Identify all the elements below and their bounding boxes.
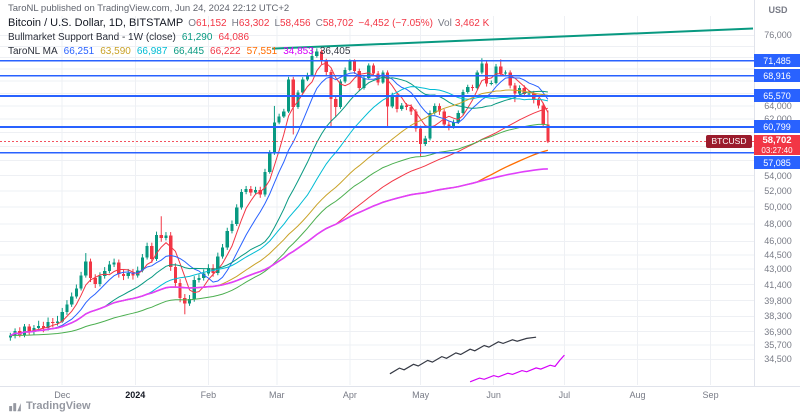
time-tick-label: Mar	[269, 390, 285, 400]
ohlc-field-value: 61,152	[196, 18, 227, 29]
ohlc-field-label: H	[231, 18, 239, 29]
indicator-row-ma: TaroNL MA 66,251 63,590 66,987 66,445 66,222 5…	[8, 45, 489, 59]
price-tick-label: 48,000	[764, 218, 792, 229]
price-tick-label: 62,000	[764, 113, 792, 124]
ohlc-field-value: 63,302	[238, 18, 270, 29]
price-tick-label: 54,000	[764, 170, 792, 181]
time-tick-label: Apr	[342, 390, 357, 400]
level-price-badge: 68,916	[754, 69, 800, 83]
time-tick-label: Jul	[558, 390, 571, 400]
time-tick-label: 2024	[125, 390, 146, 400]
currency-label: USD	[768, 5, 788, 15]
indicator-band-label[interactable]: Bullmarket Support Band - 1W (close)	[8, 32, 176, 43]
level-lines	[0, 59, 754, 154]
level-price-badge: 60,799	[754, 120, 800, 134]
ohlc-field-label: O	[188, 18, 197, 29]
time-tick-label: Jun	[486, 390, 501, 400]
level-price-badge: 65,570	[754, 89, 800, 103]
volume-label: Vol	[437, 18, 452, 29]
price-tick-label: 43,000	[764, 263, 792, 274]
ma-lines	[10, 62, 549, 337]
price-tick-label: 39,800	[764, 295, 792, 306]
ohlc-field-label: L	[274, 18, 280, 29]
ma-value: 63,590	[100, 46, 131, 57]
ohlc-field-value: 58,702	[322, 18, 354, 29]
ma-values: 66,251 63,590 66,987 66,445 66,222 57,551 34,8…	[58, 46, 351, 57]
symbol-price-tag: BTCUSD	[706, 134, 752, 148]
indicator-row-band: Bullmarket Support Band - 1W (close) 61,2…	[8, 31, 489, 45]
ma-value: 66,445	[173, 46, 205, 57]
publish-info: TaroNL published on TradingView.com, Jun…	[8, 3, 290, 14]
ma-value: 57,551	[246, 46, 278, 57]
price-tick-label: 44,500	[764, 249, 792, 260]
band-value: 61,290	[181, 32, 213, 43]
last-price-value: 58,702	[762, 134, 792, 146]
time-tick-label: May	[412, 390, 430, 400]
time-tick-label: Dec	[54, 390, 71, 400]
time-tick-label: Sep	[702, 390, 719, 400]
price-tick-label: 35,700	[764, 340, 792, 351]
tradingview-watermark-label: TradingView	[26, 400, 91, 412]
price-tick-label: 38,300	[764, 311, 792, 322]
projection-lines	[389, 336, 565, 383]
candles	[8, 47, 550, 341]
symbol-title[interactable]: Bitcoin / U.S. Dollar, 1D, BITSTAMP	[8, 17, 184, 29]
tradingview-logo	[9, 403, 21, 412]
price-tick-label: 36,900	[764, 326, 792, 337]
band-value: 64,086	[218, 32, 250, 43]
gridlines	[0, 16, 754, 385]
price-tick-label: 41,400	[764, 279, 792, 290]
time-tick-label: Feb	[200, 390, 217, 400]
ohlc-field-label: C	[315, 18, 323, 29]
level-price-badge: 71,485	[754, 54, 800, 68]
time-axis[interactable]: Dec 2024 Feb Mar Apr May Jun Jul Aug Sep	[0, 386, 800, 416]
ohlc-field-value: 58,456	[280, 18, 311, 29]
last-price-badge: 58,702 03:27:40	[754, 134, 800, 155]
time-tick-label: Aug	[629, 390, 646, 400]
ma-value: 66,987	[136, 46, 168, 57]
volume-value: 3,462 K	[454, 18, 490, 29]
bar-countdown: 03:27:40	[761, 145, 793, 155]
ma-value: 66,222	[210, 46, 241, 57]
price-tick-label: 64,000	[764, 100, 792, 111]
ma-value: 66,251	[63, 46, 95, 57]
band-values: 61,290 64,086	[176, 32, 249, 43]
price-tick-label: 34,500	[764, 354, 792, 365]
price-tick-label: 50,000	[764, 202, 792, 213]
price-tick-label: 52,000	[764, 186, 792, 197]
trend-line	[272, 27, 754, 50]
indicator-ma-label[interactable]: TaroNL MA	[8, 46, 58, 57]
symbol-row: Bitcoin / U.S. Dollar, 1D, BITSTAMP O61,1…	[8, 16, 489, 31]
ma-value: 36,405	[319, 46, 351, 57]
tradingview-watermark[interactable]: TradingView	[8, 399, 91, 413]
chart-legend: TaroNL published on TradingView.com, Jun…	[8, 2, 489, 59]
price-tick-label: 46,000	[764, 236, 792, 247]
price-tick-label: 76,000	[764, 30, 792, 41]
ma-value: 34,853	[283, 46, 314, 57]
level-price-badge: 57,085	[754, 156, 800, 170]
change-value: −4,452 (−7.05%)	[358, 18, 433, 29]
ohlc-values: O61,152 H63,302 L58,456 C58,702	[183, 18, 353, 29]
